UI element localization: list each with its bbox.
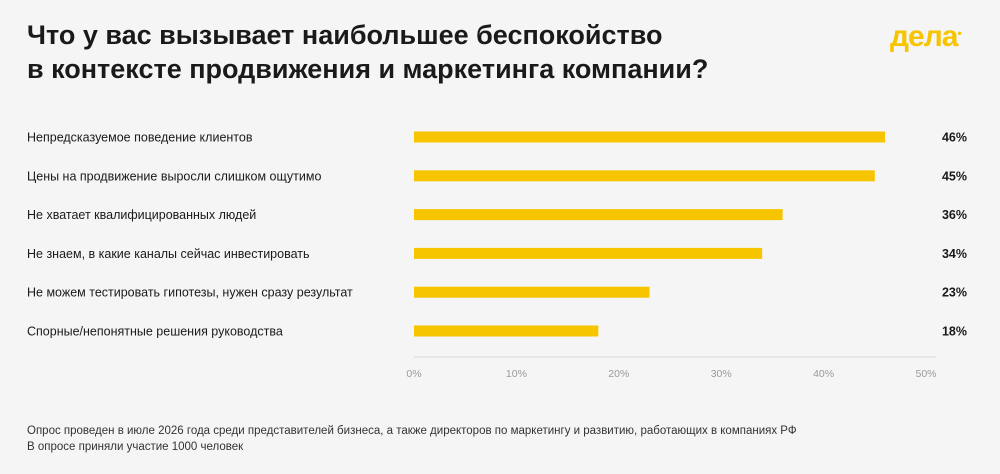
bar [414, 286, 650, 298]
value-label: 46% [942, 131, 967, 145]
bar [414, 209, 783, 221]
bar [414, 170, 875, 182]
footnote-line-1: Опрос проведен в июле 2026 года среди пр… [27, 425, 797, 437]
value-label: 23% [942, 286, 967, 300]
footnote: Опрос проведен в июле 2026 года среди пр… [27, 423, 797, 455]
chart-title-line-1: Что у вас вызывает наибольшее беспокойст… [27, 20, 663, 50]
chart-title-line-2: в контексте продвижения и маркетинга ком… [27, 54, 709, 84]
category-label: Спорные/непонятные решения руководства [27, 325, 283, 339]
category-label: Непредсказуемое поведение клиентов [27, 131, 253, 145]
category-label: Не хватает квалифицированных людей [27, 208, 256, 222]
bar [414, 325, 599, 337]
category-label: Цены на продвижение выросли слишком ощут… [27, 169, 321, 183]
x-tick-label: 50% [915, 368, 936, 380]
x-tick-label: 0% [406, 368, 421, 380]
x-tick-label: 40% [813, 368, 834, 380]
x-tick-label: 30% [711, 368, 732, 380]
value-label: 34% [942, 247, 967, 261]
x-tick-label: 20% [608, 368, 629, 380]
chart-title: Что у вас вызывает наибольшее беспокойст… [27, 18, 827, 86]
x-tick-label: 10% [506, 368, 527, 380]
category-label: Не можем тестировать гипотезы, нужен сра… [27, 286, 353, 300]
brand-logo-text: дела [890, 20, 958, 53]
footnote-line-2: В опросе приняли участие 1000 человек [27, 441, 244, 453]
bar [414, 131, 886, 143]
value-label: 45% [942, 169, 967, 183]
value-label: 36% [942, 208, 967, 222]
category-label: Не знаем, в какие каналы сейчас инвестир… [27, 247, 310, 261]
brand-logo-mark: • [957, 26, 961, 40]
value-label: 18% [942, 325, 967, 339]
bar [414, 247, 763, 259]
brand-logo: дела• [890, 20, 962, 54]
